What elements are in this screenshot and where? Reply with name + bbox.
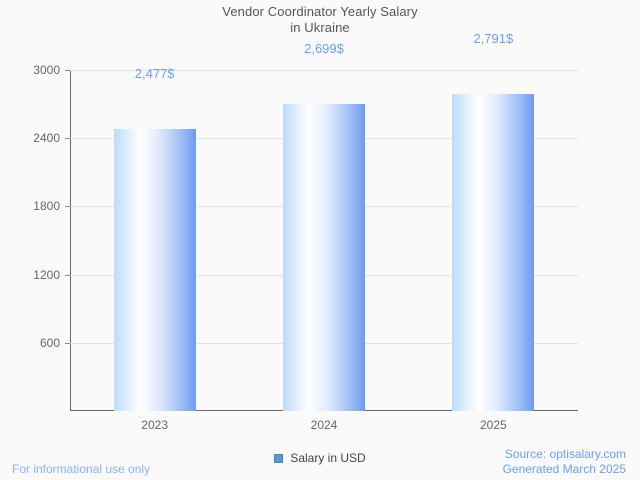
y-axis-tick-label: 600	[39, 335, 60, 350]
bar[interactable]	[113, 129, 196, 411]
y-axis-tick	[65, 206, 70, 208]
y-axis-tick-label: 1800	[33, 199, 60, 214]
x-axis-category-label: 2024	[310, 418, 338, 432]
gridline	[70, 70, 578, 71]
bar-value-label: 2,477$	[134, 66, 175, 82]
chart-legend: Salary in USD	[0, 452, 640, 465]
x-axis-category-label: 2023	[141, 418, 168, 432]
legend-label: Salary in USD	[290, 451, 366, 465]
bar[interactable]	[283, 104, 365, 411]
chart-title-line-2: in Ukraine	[290, 20, 350, 35]
y-axis-tick-label: 2400	[33, 131, 60, 146]
y-axis-line	[70, 70, 71, 411]
bar[interactable]	[452, 93, 535, 411]
y-axis-tick-label: 1200	[33, 267, 60, 282]
x-axis-category-label: 2025	[479, 418, 507, 432]
disclaimer-text: For informational use only	[12, 462, 151, 476]
legend-swatch-icon	[274, 454, 284, 463]
chart-title-line-1: Vendor Coordinator Yearly Salary	[222, 4, 418, 19]
plot-area	[70, 70, 578, 411]
source-text: Source: optisalary.com	[504, 447, 626, 461]
y-axis-tick	[65, 138, 70, 140]
generated-text: Generated March 2025	[502, 462, 626, 476]
y-axis-tick	[65, 70, 70, 71]
y-axis-tick-label: 3000	[33, 63, 60, 77]
source-block: Source: optisalary.com Generated March 2…	[503, 447, 626, 477]
bar-value-label: 2,791$	[473, 30, 514, 46]
chart-title: Vendor Coordinator Yearly Salary in Ukra…	[0, 4, 640, 36]
bar-value-label: 2,699$	[304, 41, 344, 57]
legend-item[interactable]: Salary in USD	[274, 451, 366, 465]
y-axis-tick	[65, 342, 70, 344]
y-axis-tick	[65, 274, 70, 276]
